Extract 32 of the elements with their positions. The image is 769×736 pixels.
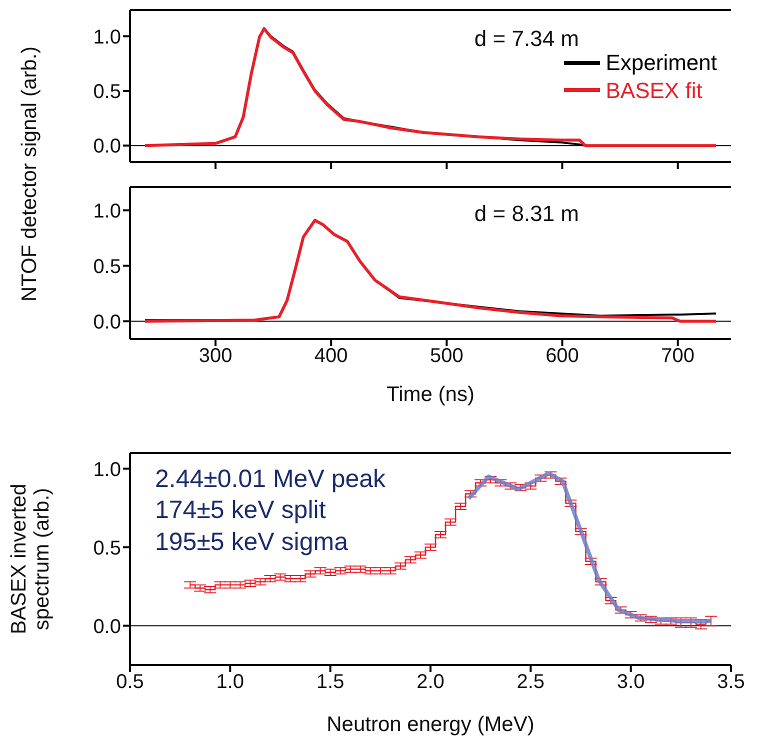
- y-axis-title: NTOF detector signal (arb.): [17, 45, 42, 304]
- annotation: 195±5 keV sigma: [155, 526, 349, 558]
- x-tick-label: 2.0: [416, 671, 444, 694]
- annotation: d = 8.31 m: [474, 200, 579, 228]
- y-tick-label: 0.0: [93, 136, 121, 158]
- annotation: 2.44±0.01 MeV peak: [155, 464, 386, 495]
- x-tick-label: 400: [314, 345, 348, 368]
- x-tick-label: 300: [198, 345, 232, 368]
- x-axis-title: Time (ns): [386, 383, 474, 406]
- annotation: d = 7.34 m: [474, 25, 579, 52]
- y-tick-label: 0.5: [93, 256, 121, 278]
- x-tick-label: 700: [661, 345, 695, 368]
- x-axis-title: Neutron energy (MeV): [326, 713, 534, 736]
- x-tick-label: 0.5: [116, 671, 144, 694]
- x-tick-label: 1.5: [316, 671, 344, 694]
- legend-label: Experiment: [606, 49, 717, 76]
- x-tick-label: 3.5: [717, 671, 745, 694]
- y-tick-label: 1.0: [93, 200, 121, 222]
- x-tick-label: 2.5: [516, 671, 545, 694]
- y-tick-label: 0.5: [93, 81, 121, 104]
- x-tick-label: 1.0: [216, 671, 244, 694]
- y-axis-title: BASEX inverted spectrum (arb.): [6, 482, 54, 636]
- y-tick-label: 0.0: [93, 616, 121, 638]
- legend-label: BASEX fit: [606, 76, 702, 104]
- x-tick-label: 3.0: [616, 671, 645, 694]
- annotation: 174±5 keV split: [155, 495, 327, 526]
- x-tick-label: 600: [546, 345, 579, 368]
- y-tick-label: 0.5: [93, 537, 121, 560]
- y-tick-label: 1.0: [93, 458, 121, 481]
- y-tick-label: 1.0: [93, 26, 121, 48]
- y-tick-label: 0.0: [93, 311, 121, 334]
- x-tick-label: 500: [430, 345, 464, 368]
